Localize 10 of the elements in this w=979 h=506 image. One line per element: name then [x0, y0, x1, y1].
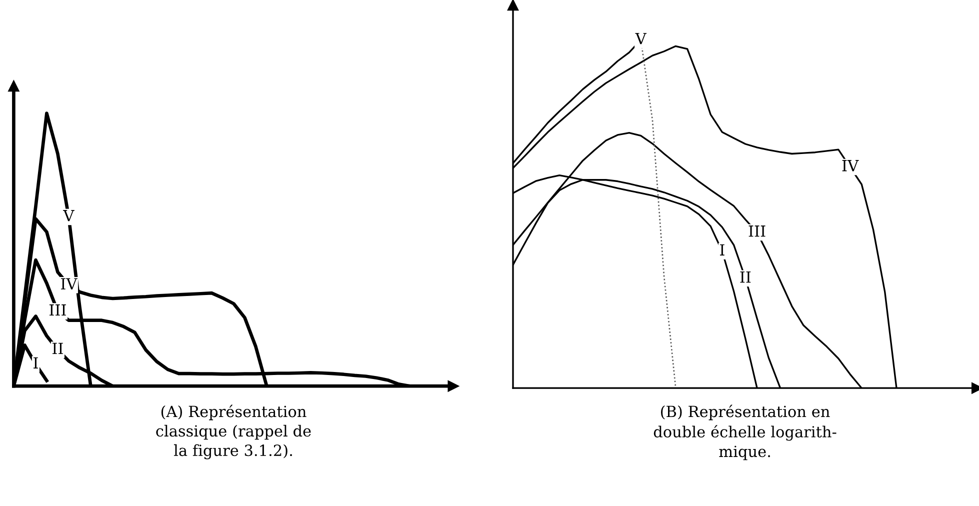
series-label: III: [50, 304, 66, 316]
text: (A) Représentation classique (rappel de la figure 3.1.2).: [156, 404, 311, 460]
series-label: III: [748, 226, 766, 237]
series-label: II: [52, 342, 63, 354]
series-label: IV: [61, 278, 78, 290]
series-label: V: [635, 32, 647, 44]
series-label: IV: [842, 160, 859, 172]
series-label: II: [740, 271, 751, 283]
text: (B) Représentation en double échelle logarith- mique.: [654, 404, 836, 460]
series-label: V: [63, 210, 74, 222]
